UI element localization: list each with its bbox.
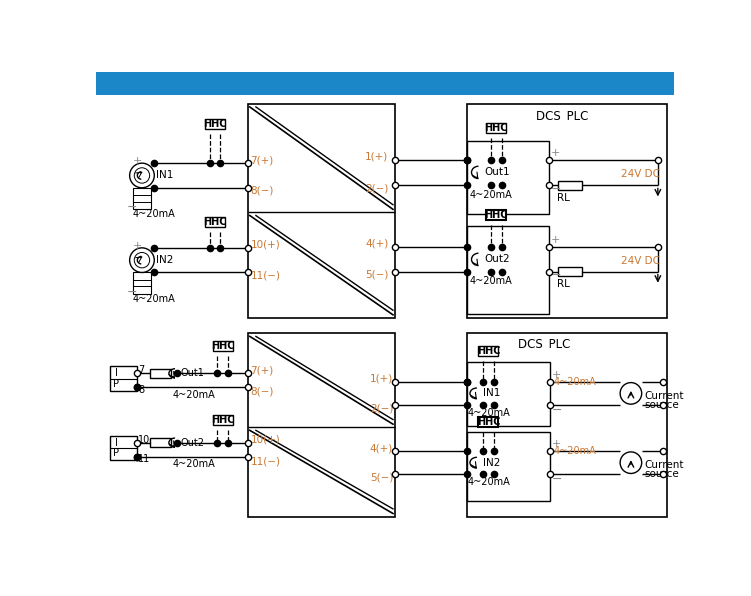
Text: −: − — [127, 201, 137, 215]
Text: HHC: HHC — [211, 341, 234, 350]
Text: Out1: Out1 — [484, 167, 510, 178]
Text: HHC: HHC — [477, 346, 500, 356]
Bar — [110, 436, 137, 460]
Bar — [133, 272, 151, 294]
Bar — [467, 333, 667, 517]
Text: −: − — [550, 183, 561, 196]
Text: 10(+): 10(+) — [251, 240, 280, 250]
Text: IN2: IN2 — [483, 458, 500, 468]
Text: 11: 11 — [138, 454, 150, 464]
Text: DCS PLC: DCS PLC — [517, 339, 570, 352]
Text: HHC: HHC — [211, 415, 234, 426]
Text: RL: RL — [557, 279, 570, 289]
Text: Out2: Out2 — [484, 254, 510, 265]
Text: HHC: HHC — [484, 210, 508, 220]
Text: DCS PLC: DCS PLC — [536, 110, 589, 123]
Text: 4(+): 4(+) — [370, 443, 393, 453]
Text: 4~20mA: 4~20mA — [553, 377, 596, 387]
Text: HHC: HHC — [204, 217, 227, 226]
Bar — [205, 217, 225, 226]
Text: P: P — [113, 448, 119, 458]
Text: source: source — [645, 400, 680, 410]
Text: 4~20mA: 4~20mA — [173, 390, 216, 400]
Text: 4~20mA: 4~20mA — [133, 294, 176, 304]
Text: 7: 7 — [138, 365, 144, 375]
Bar — [96, 72, 674, 95]
Bar — [467, 432, 550, 501]
Bar — [213, 341, 233, 350]
Text: 5(−): 5(−) — [370, 472, 394, 482]
Text: Out2: Out2 — [180, 437, 204, 448]
Text: I: I — [115, 368, 118, 378]
Text: 24V DC: 24V DC — [621, 256, 660, 266]
Text: 2(−): 2(−) — [370, 403, 394, 413]
Text: 24V DC: 24V DC — [621, 169, 660, 179]
Text: 4~20mA: 4~20mA — [469, 276, 512, 286]
Text: P: P — [113, 379, 119, 389]
Text: 7(+): 7(+) — [251, 155, 274, 165]
Text: −: − — [551, 473, 562, 486]
Text: +: + — [550, 235, 560, 245]
Bar — [478, 417, 499, 427]
Text: 4~20mA: 4~20mA — [173, 460, 216, 469]
Text: 8(−): 8(−) — [251, 387, 274, 397]
Bar — [205, 119, 225, 129]
Text: +: + — [551, 439, 561, 449]
Text: HHC: HHC — [204, 119, 227, 129]
Bar — [467, 104, 667, 318]
Text: +: + — [551, 370, 561, 380]
Bar — [249, 104, 394, 318]
Text: −: − — [551, 404, 562, 417]
Bar — [213, 415, 233, 426]
Bar — [558, 181, 582, 190]
Text: 2(−): 2(−) — [365, 184, 388, 194]
Text: Out1: Out1 — [180, 368, 204, 378]
Bar — [558, 268, 582, 276]
Bar — [149, 369, 171, 378]
Text: +: + — [550, 148, 560, 158]
Bar — [110, 367, 137, 391]
Text: 10(+): 10(+) — [251, 434, 280, 445]
Text: 11(−): 11(−) — [251, 271, 281, 281]
Text: Current: Current — [645, 391, 684, 401]
Text: 4(+): 4(+) — [365, 239, 388, 249]
Text: Application: Application — [104, 74, 210, 92]
Text: −: − — [127, 286, 137, 299]
Text: HHC: HHC — [477, 417, 500, 427]
Text: 4~20mA: 4~20mA — [133, 209, 176, 219]
Bar — [486, 210, 506, 220]
Text: 7(+): 7(+) — [251, 365, 274, 375]
Text: −: − — [550, 269, 561, 282]
Bar — [478, 346, 499, 356]
Text: 1(+): 1(+) — [365, 152, 388, 162]
Text: 4~20mA: 4~20mA — [468, 477, 511, 487]
Text: 8: 8 — [138, 384, 144, 395]
Text: IN2: IN2 — [155, 255, 173, 265]
Bar — [467, 225, 548, 314]
Bar — [149, 439, 171, 447]
Text: 1(+): 1(+) — [370, 374, 393, 384]
Text: Current: Current — [645, 460, 684, 470]
Bar — [467, 141, 548, 214]
Bar — [249, 333, 394, 517]
Text: 10: 10 — [138, 434, 150, 445]
Text: +: + — [133, 156, 142, 166]
Text: +: + — [133, 241, 142, 250]
Text: IN1: IN1 — [483, 389, 500, 398]
Text: 4~20mA: 4~20mA — [553, 446, 596, 456]
Text: 11(−): 11(−) — [251, 456, 281, 466]
Text: 8(−): 8(−) — [251, 186, 274, 196]
Text: 4~20mA: 4~20mA — [469, 190, 512, 200]
Text: 5(−): 5(−) — [365, 270, 388, 280]
Text: source: source — [645, 469, 680, 479]
Bar — [133, 188, 151, 209]
Bar — [467, 362, 550, 426]
Text: 4~20mA: 4~20mA — [468, 408, 511, 418]
Text: RL: RL — [557, 193, 570, 203]
Text: HHC: HHC — [484, 123, 508, 133]
Bar — [486, 123, 506, 133]
Text: IN1: IN1 — [155, 170, 173, 181]
Text: I: I — [115, 437, 118, 448]
